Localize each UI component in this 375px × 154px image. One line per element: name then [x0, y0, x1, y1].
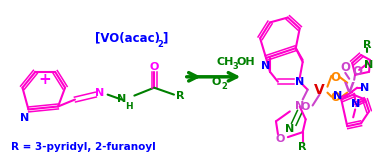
Text: N: N [333, 91, 342, 101]
Text: N: N [295, 77, 304, 87]
Text: O: O [340, 61, 350, 74]
Text: O: O [150, 62, 159, 72]
Text: R: R [363, 40, 371, 50]
Text: O: O [212, 77, 221, 87]
Text: O: O [301, 102, 310, 112]
Text: O: O [330, 91, 340, 104]
Text: V: V [344, 81, 355, 95]
Text: OH: OH [236, 57, 255, 67]
Text: ]: ] [162, 32, 168, 45]
Text: 3: 3 [232, 62, 238, 71]
Text: R: R [176, 91, 184, 101]
Text: O: O [330, 71, 340, 84]
Text: N: N [117, 94, 126, 103]
Text: N: N [295, 101, 304, 111]
Text: N: N [364, 60, 374, 70]
Text: CH: CH [216, 57, 234, 67]
Text: N: N [351, 99, 360, 109]
Text: N: N [95, 88, 104, 98]
Text: +: + [38, 72, 51, 87]
Text: H: H [126, 102, 133, 111]
Text: R: R [298, 142, 307, 152]
Text: N: N [360, 83, 370, 93]
Text: N: N [20, 113, 29, 123]
Text: R = 3-pyridyl, 2-furanoyl: R = 3-pyridyl, 2-furanoyl [10, 142, 155, 152]
Text: N: N [285, 124, 294, 134]
Text: V: V [314, 83, 325, 97]
Text: 2: 2 [222, 82, 227, 91]
Text: N: N [261, 61, 271, 71]
Text: O: O [275, 134, 285, 144]
Text: 2: 2 [157, 40, 163, 49]
Text: O: O [352, 65, 362, 78]
Text: [VO(acac): [VO(acac) [95, 32, 160, 45]
